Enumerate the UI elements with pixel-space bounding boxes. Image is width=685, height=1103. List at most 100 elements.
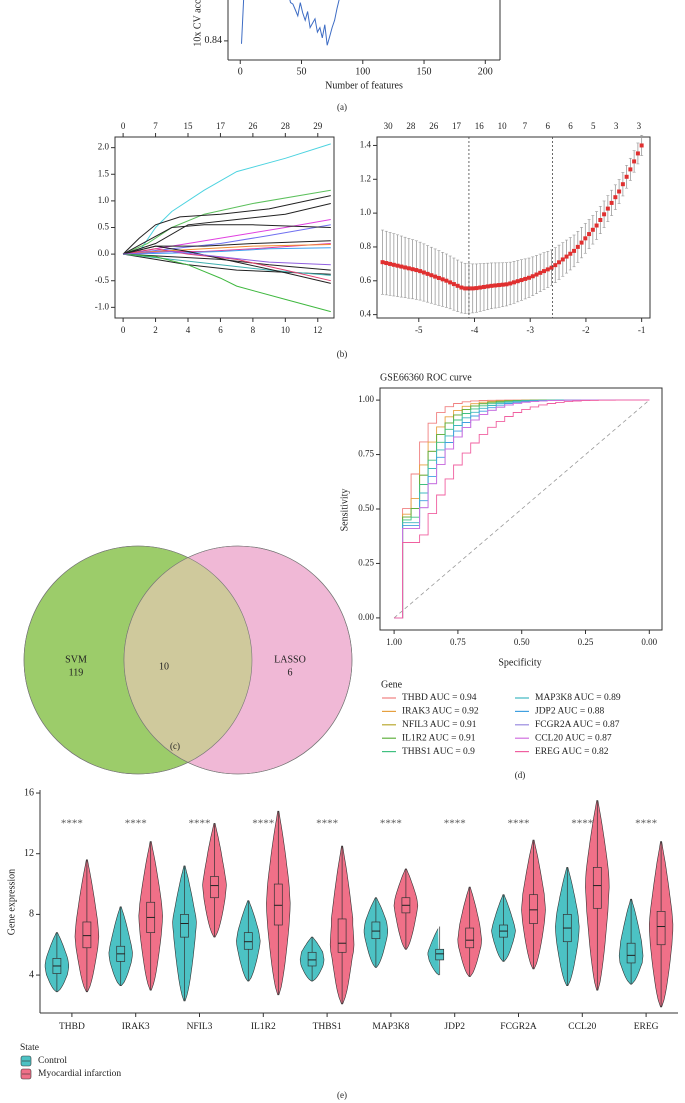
e-significance-nfil3: **** [189, 818, 211, 830]
b2-cv-point [572, 248, 577, 253]
b2-cv-point [399, 264, 404, 269]
venn-svm-count: 119 [69, 667, 84, 678]
b2-cv-point [605, 206, 610, 211]
b1-x-tick-label: 12 [313, 325, 322, 335]
b1-coef-path [123, 253, 331, 313]
b2-cv-point [429, 273, 434, 278]
d-legend-entry: IRAK3 AUC = 0.92 [402, 707, 479, 717]
b2-cv-point [455, 283, 460, 288]
e-control-map3k8-box [371, 921, 381, 940]
b2-cv-point [403, 265, 408, 270]
b2-cv-point [414, 268, 419, 273]
b1-x-tick-label: 8 [251, 325, 256, 335]
b2-cv-point [421, 270, 426, 275]
b2-top-tick-label: 10 [498, 121, 508, 131]
a-x-tick-label: 50 [297, 66, 307, 77]
b2-cv-point [553, 263, 558, 268]
b1-coef-path [122, 245, 331, 284]
b2-cv-point [410, 267, 415, 272]
b2-cv-point [406, 266, 411, 271]
a-x-axis-label: Number of features [325, 80, 403, 91]
b2-cv-point [388, 261, 393, 266]
b2-cv-point [451, 282, 456, 287]
b1-coef-path [123, 253, 331, 276]
a-x-tick-label: 200 [478, 66, 493, 77]
e-significance-ccl20: **** [571, 818, 593, 830]
b1-x-tick-label: 4 [186, 325, 191, 335]
b2-x-tick-label: -2 [582, 325, 590, 335]
e-significance-jdp2: **** [444, 818, 466, 830]
venn-lasso-label: LASSO [274, 654, 306, 665]
b2-cv-point [425, 271, 430, 276]
b2-cv-point [508, 281, 513, 286]
b2-cv-point [466, 286, 471, 291]
b2-cv-point [493, 283, 498, 288]
d-legend-entry: MAP3K8 AUC = 0.89 [535, 693, 621, 703]
e-x-tick-label: IL1R2 [251, 1022, 276, 1032]
b2-top-tick-label: 17 [452, 121, 462, 131]
d-y-tick-label: 1.00 [358, 394, 374, 404]
b2-x-tick-label: -3 [526, 325, 534, 335]
e-x-tick-label: FCGR2A [500, 1022, 537, 1032]
b2-cv-point [470, 286, 475, 291]
e-control-nfil3-box [180, 914, 189, 938]
b2-cv-point [542, 269, 547, 274]
b1-coef-path [123, 244, 331, 255]
d-legend-entry: JDP2 AUC = 0.88 [535, 707, 604, 717]
b2-cv-point [380, 260, 385, 265]
b2-cv-point [545, 267, 550, 272]
e-y-tick-label: 4 [29, 969, 34, 980]
b2-cv-point [590, 227, 595, 232]
b2-cv-point [579, 240, 584, 245]
b2-top-tick-label: 30 [384, 121, 394, 131]
a-x-tick-label: 0 [238, 66, 243, 77]
b2-cv-point [583, 236, 588, 241]
b1-top-tick-label: 29 [313, 121, 323, 131]
b2-cv-point [433, 274, 438, 279]
panel-label-b: (b) [337, 349, 348, 359]
b2-cv-point [575, 244, 580, 249]
b2-cv-point [391, 262, 396, 267]
e-y-tick-label: 12 [24, 848, 34, 859]
b1-coef-path [123, 250, 331, 266]
b2-cv-point [395, 263, 400, 268]
b2-cv-point [444, 278, 449, 283]
b2-cv-point [511, 280, 516, 285]
b2-cv-point [602, 212, 607, 217]
b2-cv-point [549, 265, 554, 270]
e-control-jdp2-box [435, 948, 445, 961]
b1-x-tick-label: 10 [281, 325, 291, 335]
d-legend-entry: THBS1 AUC = 0.9 [402, 747, 475, 757]
b2-cv-point [613, 195, 618, 200]
e-y-tick-label: 16 [24, 787, 34, 798]
e-mi-jdp2-box [465, 927, 475, 949]
b2-cv-point [538, 270, 543, 275]
d-y-tick-label: 0.25 [358, 558, 374, 568]
b2-cv-point [594, 223, 599, 228]
b1-plot-frame [114, 136, 335, 319]
d-x-tick-label: 0.75 [450, 637, 466, 647]
b1-y-tick-label: 1.0 [98, 195, 110, 205]
b2-cv-point [500, 282, 505, 287]
b2-cv-point [635, 151, 640, 156]
b2-top-tick-label: 16 [475, 121, 485, 131]
b2-cv-point [609, 200, 614, 205]
e-x-tick-label: EREG [634, 1022, 659, 1032]
b2-cv-point [632, 159, 637, 164]
e-mi-thbs1-box [337, 918, 347, 953]
e-mi-il1r2-box [273, 883, 283, 926]
d-x-axis-label: Specificity [498, 657, 541, 668]
e-significance-thbs1: **** [316, 818, 338, 830]
b2-top-tick-label: 7 [523, 121, 528, 131]
b2-cv-point [530, 274, 535, 279]
venn-overlap-count: 10 [159, 661, 169, 672]
b2-x-tick-label: -1 [638, 325, 646, 335]
e-mi-fcgr2a-box [529, 894, 538, 924]
b2-top-tick-label: 26 [429, 121, 439, 131]
b1-top-tick-label: 28 [281, 121, 291, 131]
d-legend-entry: THBD AUC = 0.94 [402, 693, 477, 703]
b2-plot-frame [376, 136, 651, 319]
b1-coef-path [122, 195, 331, 255]
b1-top-tick-label: 17 [216, 121, 226, 131]
a-y-tick-label: 0.84 [205, 35, 223, 46]
